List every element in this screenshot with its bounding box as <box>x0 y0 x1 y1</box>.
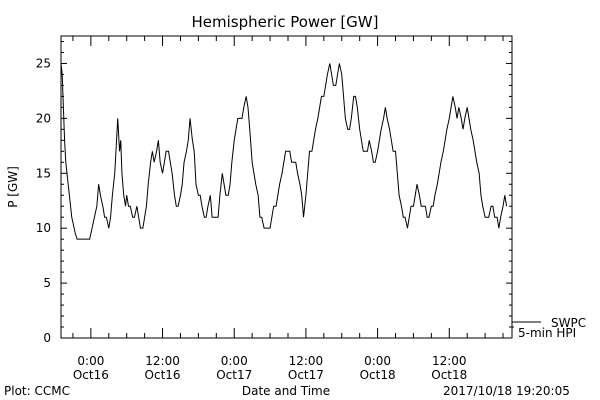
plot-area-frame <box>60 35 513 339</box>
x-tick-date-label: Oct16 <box>145 368 181 382</box>
footer-timestamp: 2017/10/18 19:20:05 <box>443 384 570 398</box>
x-axis-label: Date and Time <box>242 384 330 398</box>
x-tick-date-label: Oct17 <box>288 368 324 382</box>
y-axis: 0 5 10 15 20 25 <box>36 40 512 345</box>
x-tick-date-label: Oct16 <box>73 368 109 382</box>
y-tick-label: 5 <box>43 276 51 290</box>
chart-title: Hemispheric Power [GW] <box>192 13 379 31</box>
y-tick-label: 0 <box>43 331 51 345</box>
legend-label-swpc: SWPC <box>551 316 586 330</box>
y-tick-label: 15 <box>36 166 51 180</box>
series-group <box>60 63 508 240</box>
x-tick-time-label: 12:00 <box>432 354 467 368</box>
x-tick-date-label: Oct18 <box>431 368 467 382</box>
x-tick-time-label: 12:00 <box>289 354 324 368</box>
x-tick-time-label: 0:00 <box>221 354 248 368</box>
series-line-0 <box>60 63 508 240</box>
legend: SWPC 5-min HPI <box>512 316 586 340</box>
footer-plot-credit: Plot: CCMC <box>4 384 70 398</box>
legend-label-5min-hpi: 5-min HPI <box>518 326 576 340</box>
y-axis-label: P [GW] <box>6 166 20 208</box>
y-tick-label: 20 <box>36 111 51 125</box>
x-tick-time-label: 0:00 <box>77 354 104 368</box>
y-tick-label: 10 <box>36 221 51 235</box>
x-tick-time-label: 0:00 <box>364 354 391 368</box>
x-tick-date-label: Oct17 <box>216 368 252 382</box>
x-tick-time-label: 12:00 <box>145 354 180 368</box>
x-axis: 0:00Oct1612:00Oct160:00Oct1712:00Oct170:… <box>72 36 504 382</box>
x-tick-date-label: Oct18 <box>360 368 396 382</box>
y-tick-label: 25 <box>36 56 51 70</box>
